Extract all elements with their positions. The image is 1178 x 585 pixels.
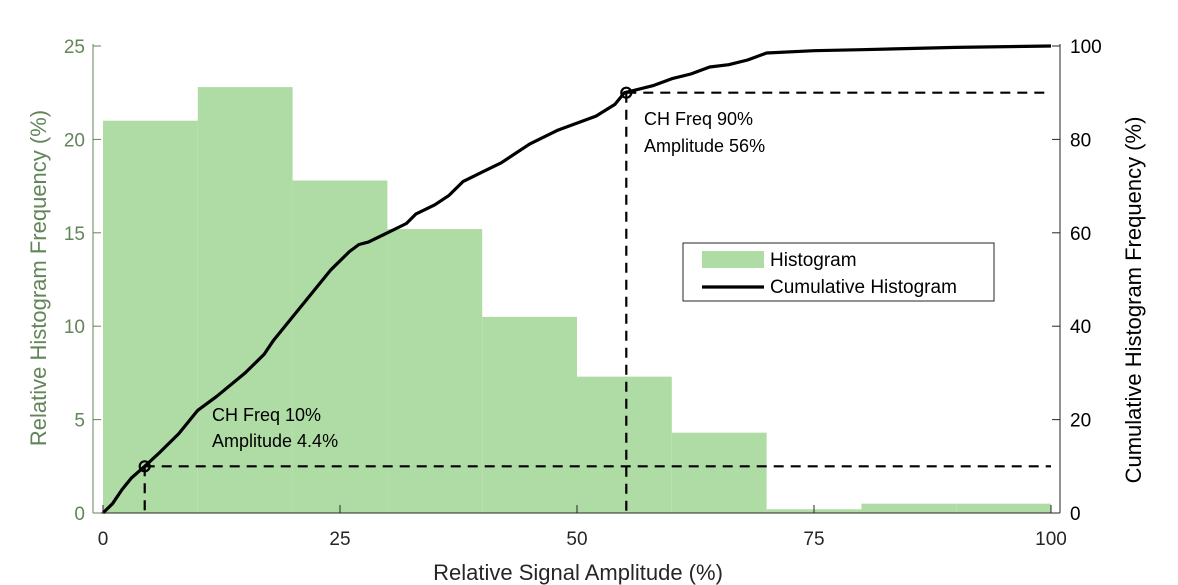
x-tick-label: 50 (566, 529, 587, 550)
right-axis-title: Cumulative Histogram Frequency (%) (1121, 117, 1146, 484)
histogram-bar (482, 316, 577, 513)
histogram-bar (956, 503, 1051, 513)
x-tick-label: 0 (98, 529, 109, 550)
histogram-bar (671, 432, 767, 513)
y-right-tick-label: 0 (1070, 504, 1081, 525)
annotation-guides (143, 91, 1051, 513)
y-left-tick-label: 25 (64, 37, 85, 58)
histogram-bar (292, 180, 388, 513)
annotation-ch10-line1: CH Freq 10% (212, 405, 321, 425)
histogram-bar (577, 376, 672, 513)
y-left-tick-label: 15 (64, 224, 85, 245)
x-tick-label: 100 (1035, 529, 1067, 550)
cumulative-histogram-line (101, 44, 1052, 515)
y-left-tick-label: 0 (74, 504, 85, 525)
annotation-ch90-line2: Amplitude 56% (644, 136, 765, 156)
legend-histogram-swatch (702, 251, 764, 268)
annotation-ch10-line2: Amplitude 4.4% (212, 431, 338, 451)
annotation-ch90-line1: CH Freq 90% (644, 109, 753, 129)
marker-ch90 (620, 86, 633, 99)
y-right-tick-label: 60 (1070, 224, 1091, 245)
histogram-bars (103, 87, 1051, 513)
y-left-tick-label: 10 (64, 317, 85, 338)
y-right-tick-label: 100 (1070, 37, 1102, 58)
y-left-tick-label: 5 (74, 411, 85, 432)
x-axis-title: Relative Signal Amplitude (%) (433, 560, 723, 585)
y-left-tick-label: 20 (64, 130, 85, 151)
y-right-tick-label: 80 (1070, 130, 1091, 151)
legend-cumulative-label: Cumulative Histogram (770, 277, 957, 298)
histogram-bar (387, 229, 483, 513)
left-axis-title: Relative Histogram Frequency (%) (26, 110, 51, 446)
y-right-tick-label: 20 (1070, 411, 1091, 432)
marker-ch10 (138, 460, 151, 473)
histogram-bar (861, 503, 957, 513)
histogram-bar (103, 120, 198, 513)
x-tick-label: 25 (329, 529, 350, 550)
histogram-bar (197, 87, 293, 513)
x-tick-label: 75 (803, 529, 824, 550)
annotation-markers (138, 86, 633, 473)
legend: Histogram Cumulative Histogram (682, 242, 995, 302)
y-right-tick-label: 40 (1070, 317, 1091, 338)
legend-histogram-label: Histogram (770, 250, 857, 271)
